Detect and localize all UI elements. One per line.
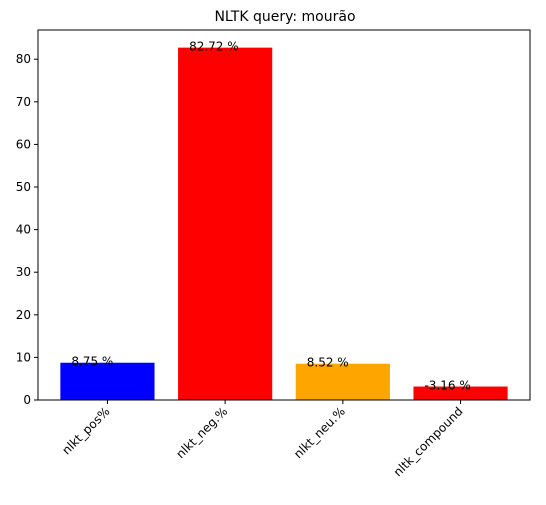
y-axis: 0 10 20 30 40 50 60 70 80 [16, 52, 38, 407]
y-tick-label: 10 [16, 350, 31, 364]
bar-nlkt-neu- [295, 363, 390, 400]
x-tick-label: nlkt_neu.% [291, 404, 348, 461]
y-tick-label: 50 [16, 180, 31, 194]
y-tick-label: 80 [16, 52, 31, 66]
x-tick-label: nlkt_pos% [59, 404, 112, 457]
bar-nltk-compound [413, 386, 508, 400]
data-labels-group: 8.75 % 82.72 % 8.52 % -3.16 % [71, 40, 470, 393]
data-label: 82.72 % [189, 40, 239, 54]
x-axis: nlkt_pos% nlkt_neg.% nlkt_neu.% nltk_compou… [59, 400, 466, 479]
y-tick-label: 70 [16, 95, 31, 109]
y-tick-label: 20 [16, 308, 31, 322]
data-label: -3.16 % [424, 379, 470, 393]
x-tick-label: nltk_compound [391, 404, 466, 479]
y-tick-label: 60 [16, 137, 31, 151]
y-tick-label: 30 [16, 265, 31, 279]
bar-nlkt-pos- [60, 362, 155, 400]
bar-nlkt-neg- [178, 47, 273, 400]
x-tick-label: nlkt_neg.% [173, 404, 230, 461]
data-label: 8.52 % [307, 356, 349, 370]
data-label: 8.75 % [71, 355, 113, 369]
y-tick-label: 0 [23, 393, 31, 407]
y-tick-label: 40 [16, 223, 31, 237]
bars-group [60, 47, 508, 400]
plot-frame [37, 29, 531, 401]
chart-title: NLTK query: mourão [214, 9, 355, 25]
